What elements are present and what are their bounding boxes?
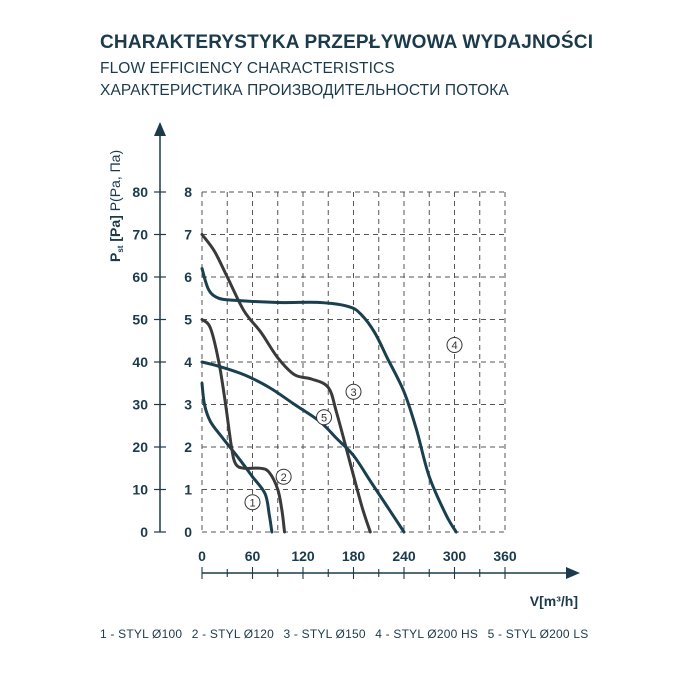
legend-item-4: 4 - STYL Ø200 HS (375, 627, 479, 641)
x-tick-label-1: 60 (245, 548, 261, 564)
x-tick-label-3: 180 (342, 548, 366, 564)
series-marker-circle-4 (446, 337, 463, 353)
y-tick-label-pa-7: 70 (132, 227, 148, 243)
y-axis-title: Pst [Pa] P(Pa, Па) (107, 150, 125, 262)
series-label-4: 4 (451, 340, 457, 352)
y-tick-label-pa-3: 30 (132, 397, 148, 413)
x-tick-label-5: 300 (443, 548, 467, 564)
y-tick-label-inner-0: 0 (184, 524, 192, 540)
x-tick-label-6: 360 (493, 548, 517, 564)
y-tick-label-pa-6: 60 (132, 269, 148, 285)
series-line-1 (200, 381, 274, 534)
x-tick-label-0: 0 (198, 548, 206, 564)
legend-item-3: 3 - STYL Ø150 (283, 627, 366, 641)
series-label-1: 1 (249, 497, 255, 509)
chart-title: CHARAKTERYSTYKA PRZEPŁYWOWA WYDAJNOŚCI (100, 32, 594, 53)
legend-item-5: 5 - STYL Ø200 LS (487, 627, 589, 641)
x-axis-title: V[m³/h] (530, 593, 578, 609)
x-tick-label-2: 120 (291, 548, 315, 564)
y-tick-label-inner-2: 2 (184, 439, 192, 455)
y-tick-label-inner-3: 3 (184, 397, 192, 413)
series-marker-circle-3 (345, 383, 362, 400)
legend-item-2: 2 - STYL Ø120 (191, 627, 274, 641)
y-axis-arrow (154, 122, 166, 136)
y-tick-label-pa-1: 10 (132, 482, 148, 498)
series-marker-circle-1 (244, 494, 261, 511)
series-line-4 (200, 267, 458, 534)
series-label-2: 2 (281, 472, 287, 484)
y-tick-label-pa-4: 40 (132, 354, 148, 370)
y-tick-label-pa-5: 50 (132, 312, 148, 328)
series-marker-circle-5 (316, 409, 333, 426)
y-tick-label-pa-8: 80 (132, 184, 148, 200)
series-line-2 (200, 318, 286, 534)
legend-item-1: 1 - STYL Ø100 (100, 627, 183, 641)
y-tick-label-inner-5: 5 (184, 312, 192, 328)
x-axis-arrow (566, 567, 580, 579)
chart-subtitle-en: FLOW EFFICIENCY CHARACTERISTICS (100, 60, 395, 77)
y-tick-label-inner-6: 6 (184, 269, 192, 285)
legend: 1 - STYL Ø100 2 - STYL Ø120 3 - STYL Ø15… (100, 627, 594, 641)
y-tick-label-pa-2: 20 (132, 439, 148, 455)
y-tick-label-inner-7: 7 (184, 227, 192, 243)
chart-subtitle-ru: ХАРАКТЕРИСТИКА ПРОИЗВОДИТЕЛЬНОСТИ ПОТОКА (100, 82, 509, 99)
series-marker-circle-2 (275, 468, 292, 485)
y-tick-label-inner-1: 1 (184, 482, 192, 498)
y-tick-label-inner-8: 8 (184, 184, 192, 200)
series-label-3: 3 (350, 387, 356, 399)
series-line-3 (200, 233, 372, 534)
y-tick-label-pa-0: 0 (140, 524, 148, 540)
y-tick-label-inner-4: 4 (184, 354, 192, 370)
title-block: CHARAKTERYSTYKA PRZEPŁYWOWA WYDAJNOŚCI F… (100, 32, 593, 104)
x-tick-label-4: 240 (392, 548, 416, 564)
series-label-5: 5 (321, 412, 327, 424)
